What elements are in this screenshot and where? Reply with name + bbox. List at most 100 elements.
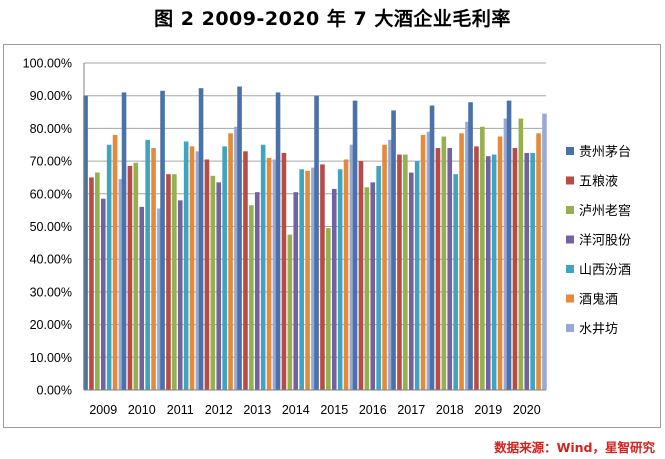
bar (272, 159, 278, 390)
x-tick-label: 2017 (397, 403, 425, 417)
bar (172, 174, 177, 390)
bar (485, 156, 491, 390)
y-tick-label: 90.00% (30, 89, 72, 103)
bar (237, 86, 242, 390)
bar (216, 182, 222, 390)
bar (491, 154, 497, 390)
x-tick-label: 2013 (243, 403, 271, 417)
bar (536, 133, 541, 390)
data-source-note: 数据来源：Wind，星智研究 (494, 440, 655, 455)
y-tick-label: 60.00% (30, 187, 72, 201)
legend-swatch (566, 147, 574, 155)
bar (311, 167, 316, 390)
legend-swatch (566, 294, 574, 303)
x-tick-label: 2009 (89, 403, 117, 417)
chart-frame (3, 44, 661, 428)
bar (266, 157, 272, 390)
bar (299, 169, 304, 390)
bar (83, 95, 88, 390)
axes (83, 63, 546, 391)
bar (349, 144, 355, 390)
bar (376, 166, 381, 390)
bar (358, 161, 364, 390)
x-axis-tick-labels: 2009 2010 2011 2012 2013 2014 2015 2016 2017 2018… (89, 403, 540, 417)
bar (370, 182, 376, 390)
legend-label: 贵州茅台 (579, 145, 631, 160)
bar (320, 164, 325, 390)
bar (234, 126, 239, 390)
x-tick-label: 2016 (359, 403, 387, 417)
bar (403, 154, 408, 390)
bar (435, 148, 441, 390)
bar (89, 177, 94, 390)
x-tick-label: 2012 (205, 403, 233, 417)
legend-label: 洋河股份 (579, 234, 631, 249)
bar (254, 192, 260, 390)
legend-swatch (566, 176, 574, 185)
bar (198, 88, 204, 391)
bar (293, 192, 299, 390)
bar (210, 175, 216, 390)
legend-label: 酒鬼酒 (579, 292, 618, 308)
legend-label: 五粮液 (579, 175, 618, 190)
bar (408, 172, 414, 390)
bar (524, 152, 530, 390)
bar (275, 92, 281, 391)
legend-swatch (566, 324, 574, 332)
x-tick-label: 2014 (282, 403, 310, 417)
y-axis-tick-labels: 0.00% 10.00% 20.00% 30.00% 40.00% 50.00% 60.00… (23, 57, 72, 398)
x-tick-label: 2011 (167, 403, 194, 417)
bar (139, 206, 145, 390)
bar (459, 133, 464, 390)
x-tick-label: 2020 (513, 403, 541, 417)
bar (364, 187, 370, 390)
bar (326, 228, 331, 390)
bar (127, 166, 133, 390)
x-tick-label: 2010 (128, 403, 156, 417)
bar (429, 105, 435, 390)
y-tick-label: 50.00% (30, 220, 72, 234)
bar (222, 146, 227, 390)
bar (166, 174, 171, 390)
bar (474, 146, 479, 390)
x-tick-label: 2015 (320, 403, 348, 417)
y-tick-label: 40.00% (30, 253, 72, 267)
bar (314, 95, 319, 390)
bar (397, 154, 402, 390)
bar (121, 92, 127, 391)
y-tick-label: 10.00% (30, 351, 72, 365)
y-tick-label: 80.00% (30, 122, 72, 136)
bar (160, 90, 165, 391)
bar (343, 159, 349, 390)
bar (204, 159, 210, 390)
bar (391, 110, 396, 391)
bar (228, 133, 233, 390)
bar (305, 170, 310, 390)
bar (420, 134, 426, 390)
bar (151, 148, 156, 390)
bar (352, 100, 358, 391)
bar (453, 174, 458, 390)
bar (195, 151, 201, 390)
bar (281, 152, 287, 390)
legend-swatch (566, 235, 574, 244)
bar (497, 136, 503, 390)
bar (331, 188, 337, 390)
bar (287, 234, 293, 390)
bar (183, 141, 189, 390)
bar (112, 134, 118, 390)
x-tick-label: 2019 (474, 403, 502, 417)
bar (133, 162, 139, 390)
bar (106, 144, 112, 390)
legend-label: 山西汾酒 (579, 263, 631, 278)
bar (157, 208, 162, 390)
bar (249, 205, 254, 390)
bar (542, 113, 547, 390)
bar (441, 136, 447, 390)
chart-title: 图 2 2009-2020 年 7 大酒企业毛利率 (154, 8, 511, 30)
bar (95, 172, 100, 390)
bar (480, 126, 485, 390)
bar (447, 148, 453, 390)
